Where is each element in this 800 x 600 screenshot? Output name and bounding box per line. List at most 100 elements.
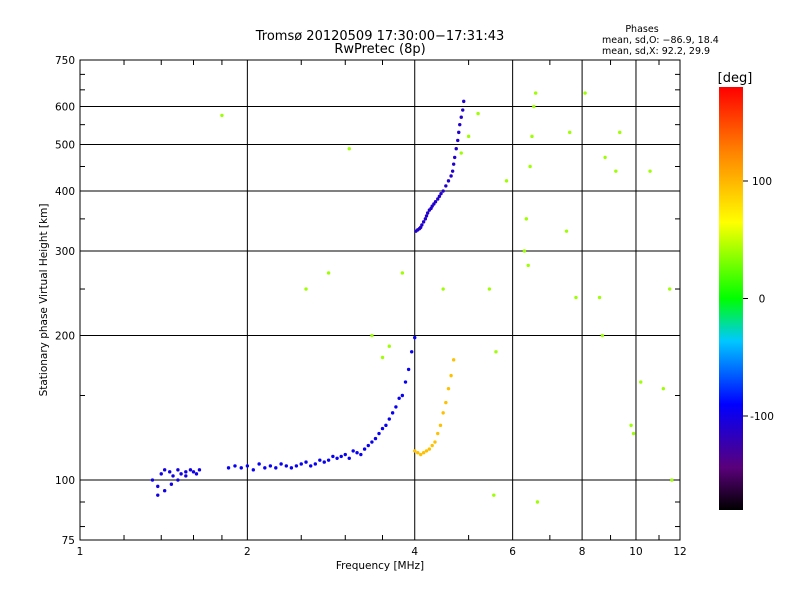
data-point (257, 462, 261, 466)
data-point (188, 468, 193, 472)
data-point (629, 423, 633, 428)
data-point (409, 350, 414, 354)
data-point (239, 466, 243, 470)
data-point (150, 478, 155, 482)
data-point (462, 99, 466, 104)
data-point (179, 472, 183, 476)
data-point (444, 400, 448, 405)
data-point (366, 443, 370, 448)
data-point (268, 464, 273, 468)
data-point (648, 169, 652, 173)
data-point (476, 111, 480, 116)
data-point (326, 271, 331, 275)
data-point (156, 484, 160, 489)
data-point (362, 447, 367, 451)
data-point (574, 295, 578, 300)
data-point (459, 115, 463, 119)
data-point (522, 249, 527, 253)
data-point (335, 456, 339, 460)
x-tick-label: 12 (673, 546, 686, 558)
data-point (380, 355, 385, 360)
data-point (524, 217, 529, 221)
data-point (406, 367, 411, 372)
data-point (168, 470, 172, 474)
data-point (456, 138, 460, 143)
y-tick-label: 400 (55, 186, 75, 198)
data-point (423, 217, 428, 221)
data-point (384, 423, 388, 428)
data-point (424, 449, 429, 453)
data-point (441, 411, 445, 415)
data-point (403, 380, 408, 384)
data-point (387, 344, 391, 348)
data-point (304, 287, 308, 291)
data-point (564, 229, 569, 233)
data-point (279, 462, 283, 466)
data-point (438, 423, 443, 428)
grid-lines (80, 60, 680, 540)
data-point (504, 179, 509, 183)
data-point (418, 452, 423, 457)
data-point (299, 462, 303, 466)
x-tick-label: 10 (629, 546, 642, 558)
data-point (446, 386, 451, 391)
data-point (661, 386, 666, 391)
chart-subtitle: RwPretec (8p) (334, 42, 425, 57)
data-point (289, 466, 294, 470)
y-tick-label: 200 (55, 331, 75, 343)
data-point (451, 162, 456, 166)
x-tick-label: 8 (579, 546, 586, 558)
data-point (444, 184, 448, 188)
data-point (535, 500, 540, 504)
data-point (425, 211, 430, 215)
y-tick-label: 750 (55, 55, 75, 67)
data-point (631, 431, 636, 436)
data-point (670, 478, 674, 482)
data-point (351, 449, 355, 453)
data-point (494, 350, 498, 354)
colorbar-tick-label: 0 (759, 294, 766, 306)
data-points (150, 91, 674, 504)
x-tick-label: 4 (411, 546, 418, 558)
colorbar (719, 87, 743, 510)
data-point (309, 464, 313, 468)
data-point (492, 493, 496, 497)
data-point (220, 113, 224, 118)
stats-line-x: mean, sd,X: 92.2, 29.9 (602, 46, 710, 57)
data-point (618, 130, 622, 135)
data-point (433, 200, 438, 204)
data-point (436, 431, 440, 436)
chart-title: Tromsø 20120509 17:30:00−17:31:43 (255, 29, 505, 44)
data-point (450, 169, 455, 173)
data-point (437, 194, 442, 199)
data-point (156, 493, 160, 497)
data-point (184, 470, 188, 474)
data-point (421, 451, 426, 455)
data-point (313, 462, 318, 466)
data-point (343, 452, 347, 457)
x-axis-ticks: 1 2 4 6 8 10 12 (77, 60, 687, 558)
data-point (331, 454, 335, 459)
y-tick-label: 100 (55, 475, 75, 487)
data-point (191, 470, 196, 474)
data-point (433, 440, 437, 444)
colorbar-tick-label: 100 (752, 176, 772, 188)
data-point (436, 197, 440, 201)
data-point (458, 122, 462, 127)
data-point (533, 91, 538, 95)
data-point (449, 174, 453, 178)
data-point (597, 295, 602, 300)
data-point (668, 287, 672, 291)
data-point (461, 108, 465, 112)
x-axis-label: Frequency [MHz] (336, 560, 424, 572)
data-point (171, 474, 175, 478)
data-point (526, 263, 530, 268)
data-point (322, 460, 326, 464)
data-point (530, 134, 534, 139)
y-tick-label: 300 (55, 246, 75, 258)
data-point (226, 466, 231, 470)
y-axis-label: Stationary phase Virtual Height [km] (38, 204, 50, 397)
data-point (528, 164, 532, 169)
data-point (159, 472, 163, 476)
y-tick-label: 500 (55, 140, 75, 152)
